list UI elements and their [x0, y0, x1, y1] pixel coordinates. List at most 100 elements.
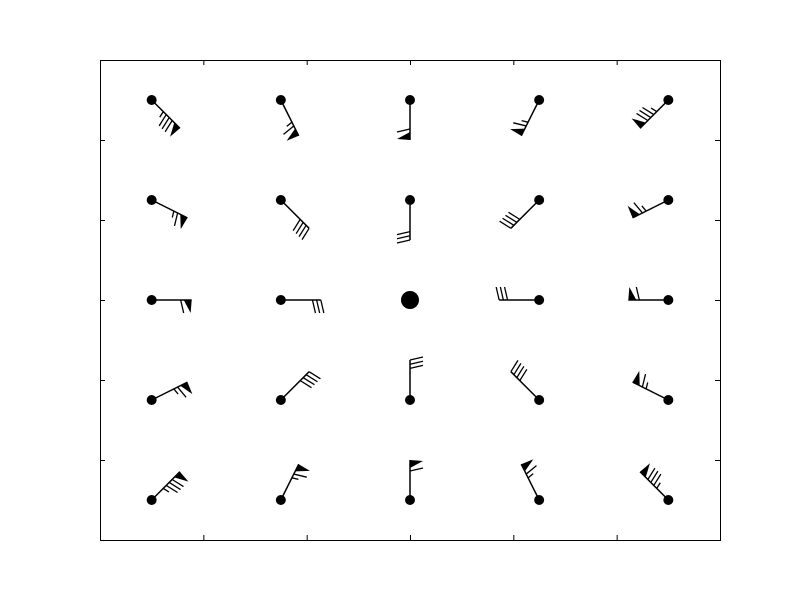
point	[275, 495, 286, 505]
barb-flag	[170, 122, 180, 137]
barb-full	[636, 112, 649, 122]
point	[405, 395, 415, 405]
barb-flag	[631, 118, 646, 129]
barb-flag	[627, 205, 640, 218]
barb-staff	[510, 371, 540, 401]
barb-flag	[295, 464, 310, 472]
barb-half	[645, 382, 649, 390]
barb-full	[525, 465, 537, 475]
barb-full	[639, 109, 652, 119]
point	[405, 195, 415, 205]
barb-full	[513, 363, 522, 376]
barb-full	[180, 299, 185, 314]
barb-full	[396, 128, 411, 133]
barb-flag	[410, 460, 423, 468]
barb-half	[159, 111, 164, 118]
barb-full	[502, 217, 515, 226]
barb-half	[286, 121, 293, 127]
barb-full	[642, 106, 655, 116]
barb	[280, 199, 310, 240]
barb-full	[171, 478, 184, 488]
barb-full	[158, 114, 167, 127]
barb	[151, 99, 181, 137]
barb-flag	[632, 370, 640, 386]
barb	[280, 371, 321, 401]
point	[663, 195, 674, 205]
barb-staff	[280, 99, 300, 137]
point	[275, 95, 286, 105]
barb-full	[508, 211, 521, 220]
barb-full	[510, 360, 519, 373]
barb-full	[513, 122, 527, 127]
barb-full	[409, 364, 424, 370]
barb-full	[503, 286, 509, 301]
point	[146, 395, 157, 405]
barb-full	[299, 380, 312, 389]
barb-full	[320, 299, 325, 314]
barb-half	[650, 107, 658, 113]
barb-full	[308, 371, 321, 380]
barb-full	[396, 239, 411, 244]
barb-half	[173, 388, 179, 395]
point	[663, 395, 674, 405]
barb-full	[516, 365, 525, 378]
barb-full	[653, 473, 662, 486]
point	[534, 395, 545, 405]
barb	[639, 463, 669, 501]
barb-flag	[397, 132, 410, 140]
barb-full	[635, 286, 640, 301]
barb-full	[292, 219, 301, 232]
barb-full	[499, 220, 512, 229]
point	[534, 195, 545, 205]
barb-full	[519, 368, 528, 381]
barb-half	[291, 477, 299, 481]
barb-full	[495, 286, 500, 301]
barb-full	[396, 230, 411, 236]
barb-full	[293, 473, 307, 478]
barb	[280, 299, 325, 314]
barb	[627, 199, 669, 219]
barb-full	[283, 125, 295, 135]
barb-full	[499, 286, 505, 301]
barb-staff	[280, 371, 310, 401]
barb-full	[409, 356, 424, 361]
barb-full	[164, 120, 173, 133]
barb-full	[302, 377, 315, 386]
point	[534, 495, 545, 505]
barb	[151, 471, 189, 501]
barb-staff	[280, 199, 310, 229]
barb	[510, 99, 540, 137]
point	[275, 195, 286, 205]
barb-half	[162, 487, 170, 493]
barb-flag	[640, 463, 650, 478]
barb	[632, 370, 669, 401]
barb-staff	[151, 381, 188, 401]
barb-staff	[520, 99, 540, 137]
barb-flag	[183, 300, 192, 313]
barb	[499, 199, 540, 229]
barb	[409, 356, 424, 400]
barb-staff	[510, 199, 540, 229]
point	[146, 295, 157, 305]
barb	[520, 459, 540, 501]
point	[146, 495, 157, 505]
point	[275, 295, 286, 305]
barb-full	[647, 467, 656, 480]
point	[405, 495, 415, 505]
barb	[396, 200, 411, 244]
barb-half	[641, 205, 647, 212]
barb-full	[311, 299, 317, 314]
barb-flag	[180, 382, 193, 395]
point	[146, 195, 157, 205]
barb-staff	[151, 199, 188, 219]
barb	[151, 199, 188, 230]
barb-full	[168, 481, 181, 491]
barb-flag	[521, 459, 534, 472]
barb-half	[521, 119, 529, 123]
barb	[409, 460, 424, 500]
point	[534, 295, 545, 305]
barb-full	[396, 235, 411, 240]
point	[663, 495, 674, 505]
